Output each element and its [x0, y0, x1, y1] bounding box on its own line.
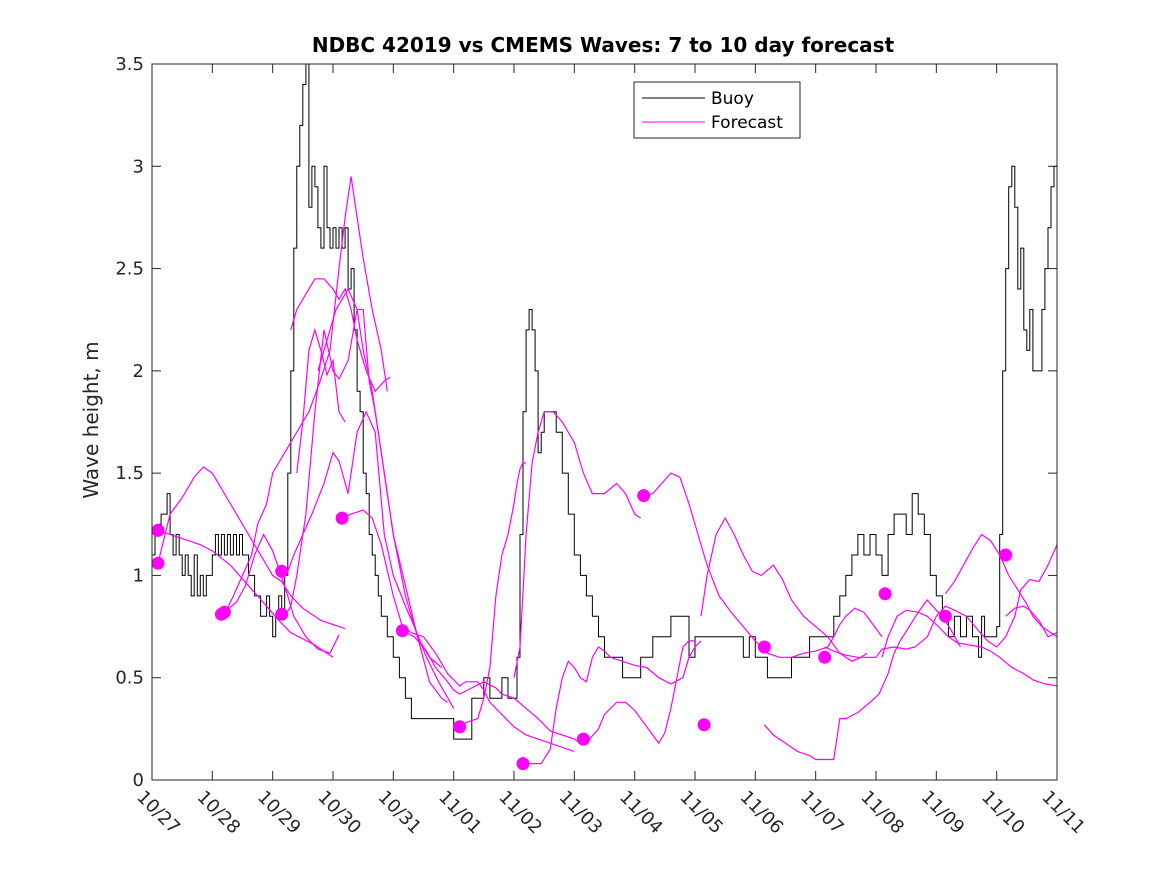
plot-area — [152, 64, 1057, 771]
y-tick-label-5: 2.5 — [115, 259, 144, 280]
forecast-run-line-19 — [881, 609, 1057, 687]
forecast-run-line-15 — [643, 472, 883, 658]
y-tick-label-4: 2 — [133, 361, 144, 382]
y-tick-label-2: 1 — [133, 565, 144, 586]
forecast-run-line-8 — [317, 287, 448, 703]
forecast-marker-4 — [275, 564, 289, 578]
forecast-marker-13 — [757, 640, 771, 654]
forecast-marker-5 — [275, 607, 289, 621]
forecast-run-line-17 — [763, 599, 962, 761]
legend-buoy-label: Buoy — [711, 89, 754, 109]
forecast-marker-15 — [878, 587, 892, 601]
y-tick-label-6: 3 — [133, 156, 144, 177]
y-tick-label-3: 1.5 — [115, 463, 144, 484]
forecast-run-line-12 — [523, 640, 702, 765]
forecast-marker-1 — [152, 556, 165, 570]
forecast-marker-7 — [395, 624, 409, 638]
forecast-marker-10 — [576, 732, 590, 746]
axes-box — [151, 63, 1058, 781]
forecast-marker-12 — [697, 718, 711, 732]
forecast-marker-0 — [152, 523, 165, 537]
forecast-run-line-18 — [824, 543, 1057, 658]
legend-box — [633, 81, 801, 139]
y-tick-label-0: 0 — [133, 770, 144, 791]
forecast-marker-14 — [818, 650, 832, 664]
axes — [151, 63, 1058, 781]
forecast-run-line-13 — [583, 640, 695, 745]
forecast-marker-9 — [516, 757, 530, 771]
y-axis-ticks: 0 0.5 1 1.5 2 2.5 3 3.5 — [115, 54, 1057, 791]
forecast-marker-8 — [453, 720, 467, 734]
forecast-run-line-9 — [341, 509, 575, 752]
forecast-run-line-1 — [157, 466, 346, 630]
forecast-run-line-16 — [700, 516, 868, 662]
chart-title: NDBC 42019 vs CMEMS Waves: 7 to 10 day f… — [312, 33, 895, 57]
forecast-marker-6 — [335, 511, 349, 525]
y-tick-label-7: 3.5 — [115, 54, 144, 75]
y-axis-label: Wave height, m — [79, 341, 103, 498]
forecast-run-line-14 — [513, 411, 642, 678]
forecast-marker-16 — [938, 609, 952, 623]
legend: Buoy Forecast — [633, 81, 801, 139]
forecast-marker-11 — [637, 489, 651, 503]
forecast-run-line-10 — [402, 630, 587, 744]
legend-forecast-label: Forecast — [711, 113, 783, 133]
forecast-marker-17 — [999, 548, 1013, 562]
forecast-run-line-11 — [459, 462, 527, 728]
y-tick-label-1: 0.5 — [115, 668, 144, 689]
forecast-run-line-21 — [1005, 605, 1057, 638]
forecast-run-line-3 — [223, 176, 388, 615]
forecast-run-line-7 — [290, 278, 391, 393]
forecast-marker-3 — [217, 605, 231, 619]
forecast-run-line-6 — [296, 327, 346, 474]
